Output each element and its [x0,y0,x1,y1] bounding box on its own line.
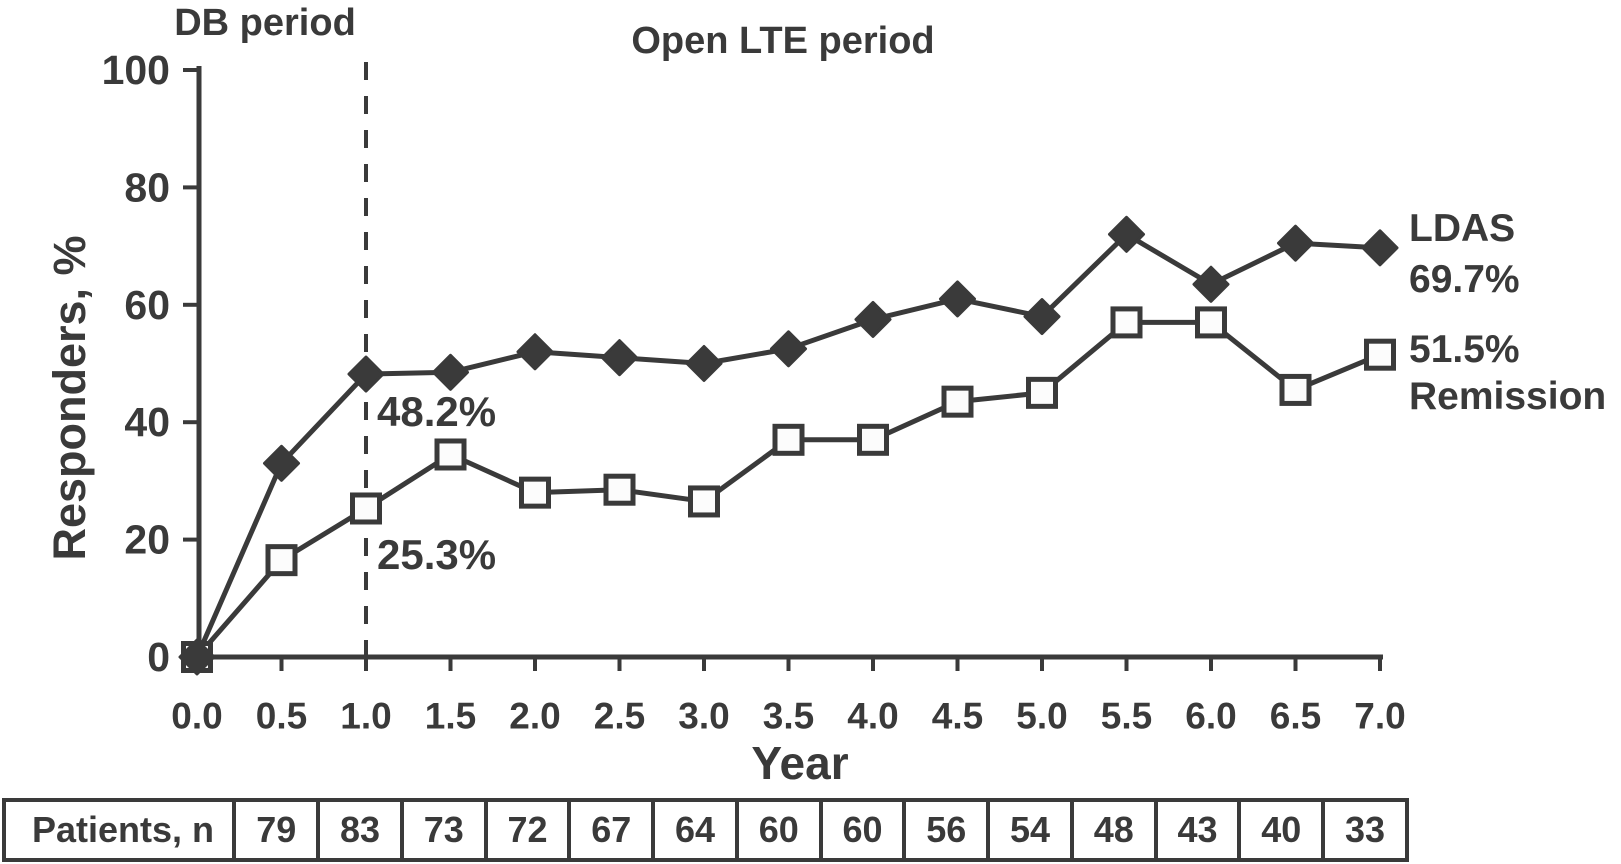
remission-marker-square [688,485,720,518]
remission-end-label: 51.5% Remission [1409,326,1606,420]
patients-count-cell: 79 [232,802,316,858]
ldas-marker-diamond [1277,224,1314,262]
remission-marker-square [772,423,805,456]
y-axis-title: Responders, % [44,235,95,561]
x-tick-label: 6.5 [1270,696,1321,737]
patients-n-table: Patients, n 79 83 73 72 67 64 60 60 56 54 48 43 40 33 [2,798,1409,862]
remission-final-value: 51.5% [1409,328,1520,371]
patients-count-cell: 48 [1069,802,1154,858]
remission-marker-square [1110,306,1143,339]
x-tick-label: 7.0 [1354,696,1405,737]
x-tick-label: 1.5 [425,696,476,737]
patients-count-cell: 64 [651,802,735,858]
y-tick-label: 80 [124,164,170,210]
db-period-title: DB period [174,2,356,44]
remission-marker-square [1364,338,1396,371]
x-tick-label: 3.0 [678,696,729,737]
ldas-marker-diamond [178,638,216,676]
ldas-marker-diamond [1192,265,1230,303]
remission-marker-square [434,438,467,471]
x-tick-label: 1.0 [340,696,391,737]
ldas-series-name: LDAS [1409,207,1516,250]
ldas-marker-diamond [1108,215,1145,253]
remission-marker-square [350,492,382,525]
remission-marker-square [1195,306,1227,339]
x-tick-label: 0.5 [256,696,307,737]
patients-table-header: Patients, n [32,809,215,850]
ldas-marker-diamond [263,444,300,482]
x-tick-label: 6.0 [1185,696,1236,737]
annotation-ldas-year1: 48.2% [377,388,497,435]
ldas-marker-diamond [516,333,554,371]
ldas-marker-diamond [347,355,385,393]
remission-series-name: Remission [1409,375,1607,418]
ldas-marker-diamond [432,353,469,391]
patients-count-cell: 43 [1153,802,1238,858]
y-tick-label: 20 [124,517,170,563]
remission-marker-square [603,473,636,506]
ldas-marker-diamond [1361,229,1399,267]
patients-count-cell: 60 [734,802,819,858]
x-tick-label: 2.0 [509,696,560,737]
y-tick-label: 100 [102,47,170,93]
x-tick-label: 5.5 [1101,696,1152,737]
open-lte-period-title: Open LTE period [631,20,935,62]
remission-marker-square [519,476,551,509]
patients-count-cell: 56 [902,802,986,858]
y-tick-label: 40 [124,399,170,445]
remission-marker-square [857,423,889,456]
ldas-marker-diamond [939,280,976,318]
patients-count-cell: 60 [818,802,903,858]
ldas-marker-diamond [1023,298,1061,336]
x-tick-label: 4.0 [847,696,898,737]
ldas-end-label: LDAS 69.7% [1409,203,1520,305]
x-tick-label: 0.0 [171,696,222,737]
ldas-marker-diamond [601,339,638,377]
remission-marker-square [941,385,974,418]
patients-count-cell: 54 [986,802,1070,858]
x-tick-label: 2.5 [594,696,645,737]
x-tick-label: 3.5 [763,696,814,737]
y-tick-label: 60 [124,282,170,328]
annotation-remission-year1: 25.3% [377,531,497,578]
patients-count-cell: 67 [567,802,651,858]
patients-count-cell: 40 [1237,802,1321,858]
patients-count-cell: 72 [483,802,568,858]
x-tick-label: 4.5 [932,696,983,737]
ldas-marker-diamond [770,330,807,368]
x-tick-label: 5.0 [1016,696,1067,737]
ldas-final-value: 69.7% [1409,258,1520,301]
remission-marker-square [265,544,298,577]
ldas-marker-diamond [854,300,892,338]
ldas-marker-diamond [685,345,723,382]
x-axis-title: Year [751,737,849,789]
remission-marker-square [1026,376,1058,409]
patients-count-cell: 73 [399,802,484,858]
patients-count-cell: 33 [1321,802,1405,858]
remission-marker-square [1279,373,1312,406]
patients-count-cell: 83 [316,802,400,858]
y-tick-label: 0 [147,634,170,680]
